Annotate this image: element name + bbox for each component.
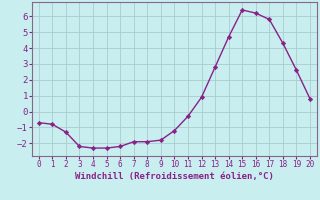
X-axis label: Windchill (Refroidissement éolien,°C): Windchill (Refroidissement éolien,°C) <box>75 172 274 181</box>
